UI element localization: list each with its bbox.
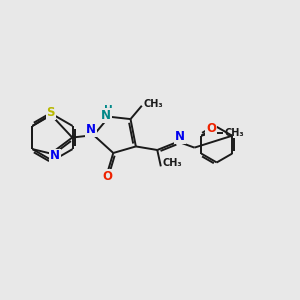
Text: N: N [175, 130, 184, 143]
Text: O: O [102, 170, 112, 183]
Text: N: N [101, 109, 111, 122]
Text: CH₃: CH₃ [162, 158, 182, 168]
Text: O: O [206, 122, 216, 135]
Text: H: H [104, 105, 113, 115]
Text: N: N [50, 149, 60, 162]
Text: S: S [46, 106, 55, 119]
Text: CH₃: CH₃ [143, 99, 163, 109]
Text: N: N [86, 123, 96, 136]
Text: CH₃: CH₃ [224, 128, 244, 138]
